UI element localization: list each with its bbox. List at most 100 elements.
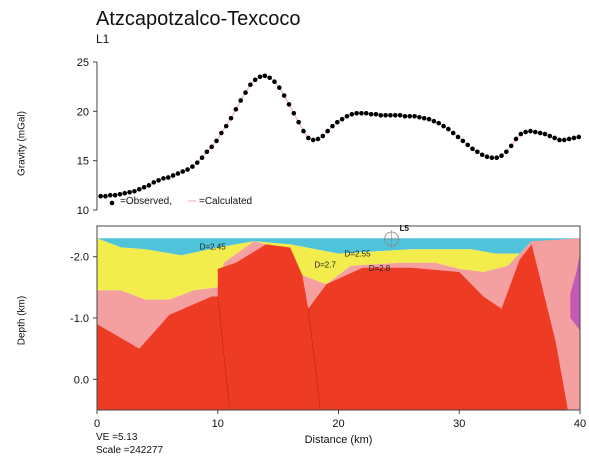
legend-calculated-label: =Calculated	[199, 196, 252, 207]
observed-point	[562, 137, 567, 143]
observed-point	[504, 149, 509, 155]
observed-point	[185, 167, 190, 172]
observed-point	[518, 131, 524, 137]
observed-point	[315, 136, 321, 142]
observed-point	[112, 192, 118, 198]
observed-point	[204, 149, 210, 155]
observed-point	[436, 120, 442, 126]
observed-point	[417, 114, 422, 120]
observed-point	[238, 98, 243, 103]
observed-point	[489, 155, 495, 161]
observed-point	[499, 153, 504, 159]
depth-x-tick-label: 30	[453, 418, 465, 430]
observed-point	[98, 193, 103, 199]
observed-point	[122, 190, 128, 196]
observed-point	[248, 82, 253, 87]
legend-observed-marker	[109, 200, 115, 206]
observed-point	[272, 79, 277, 85]
observed-point	[281, 93, 287, 98]
observed-point	[392, 112, 398, 118]
observed-point	[373, 111, 379, 117]
observed-point	[165, 175, 171, 180]
observed-point	[132, 188, 137, 194]
depth-y-tick-label: -1.0	[70, 313, 89, 325]
observed-point	[228, 115, 234, 121]
depth-y-tick-label: -2.0	[70, 252, 89, 264]
observed-point	[291, 111, 297, 116]
observed-point	[334, 119, 340, 125]
layer-magenta-body	[570, 253, 580, 331]
observed-point	[301, 128, 306, 134]
observed-point	[359, 111, 364, 116]
observed-point	[219, 130, 224, 136]
gravity-panel: 10 15 20 25 =Observed, =Calculated	[77, 57, 582, 217]
observed-point	[180, 169, 186, 174]
observed-point	[508, 143, 514, 149]
observed-point	[296, 119, 301, 125]
station-label: L5	[400, 224, 410, 233]
observed-point	[513, 136, 519, 142]
layer-water	[97, 238, 580, 256]
observed-point	[475, 149, 480, 155]
observed-point	[339, 116, 345, 122]
observed-point	[566, 136, 572, 142]
observed-point	[479, 152, 485, 158]
observed-point	[325, 128, 330, 134]
observed-point	[441, 123, 446, 129]
observed-point	[383, 112, 388, 118]
depth-x-tick-label: 40	[574, 418, 586, 430]
density-label: D=2.45	[200, 242, 227, 251]
vertical-exaggeration: VE =5.13	[96, 432, 138, 443]
layer-sediment-2.55	[97, 238, 580, 300]
observed-point	[156, 178, 161, 183]
observed-point	[528, 128, 533, 134]
observed-point	[175, 171, 181, 176]
layer-basement-2.8	[97, 244, 568, 410]
observed-point	[161, 176, 166, 181]
observed-point	[310, 137, 316, 143]
density-label: D=2.8	[369, 264, 391, 273]
observed-point	[117, 191, 123, 197]
observed-point	[141, 185, 147, 190]
observed-point	[397, 112, 403, 118]
observed-point	[494, 155, 499, 161]
gravity-y-tick-label: 20	[77, 106, 89, 118]
observed-point	[107, 192, 113, 198]
observed-point	[277, 85, 282, 90]
observed-point	[214, 138, 219, 144]
observed-point	[533, 129, 538, 135]
observed-point	[388, 112, 393, 118]
density-label: D=2.7	[314, 261, 336, 270]
observed-point	[127, 189, 132, 195]
observed-point	[412, 113, 417, 119]
observed-point	[344, 113, 350, 119]
observed-point	[484, 154, 490, 160]
observed-point	[455, 134, 461, 140]
chart-title: Atzcapotzalco-Texcoco	[96, 8, 301, 30]
observed-point	[252, 77, 258, 83]
observed-point	[190, 164, 195, 169]
observed-point	[170, 173, 176, 178]
observed-point	[233, 107, 239, 112]
observed-point	[368, 111, 374, 117]
observed-point	[349, 111, 355, 117]
observed-point	[450, 130, 456, 136]
observed-point	[465, 142, 471, 148]
observed-point	[136, 186, 142, 192]
observed-point	[320, 133, 326, 139]
calculated-curve	[100, 75, 579, 197]
legend-observed-label: =Observed,	[120, 196, 172, 207]
observed-point	[576, 134, 582, 140]
observed-point	[146, 183, 152, 188]
observed-point	[363, 111, 369, 116]
observed-point	[330, 123, 335, 129]
observed-point	[223, 123, 229, 129]
chart-subtitle: L1	[96, 32, 110, 46]
observed-point	[552, 135, 557, 141]
gravity-y-tick-label: 15	[77, 156, 89, 168]
observed-point	[421, 115, 427, 121]
observed-point	[151, 180, 157, 185]
scale-label: Scale =242277	[96, 445, 164, 456]
observed-point	[378, 112, 384, 118]
observed-point	[557, 137, 562, 143]
